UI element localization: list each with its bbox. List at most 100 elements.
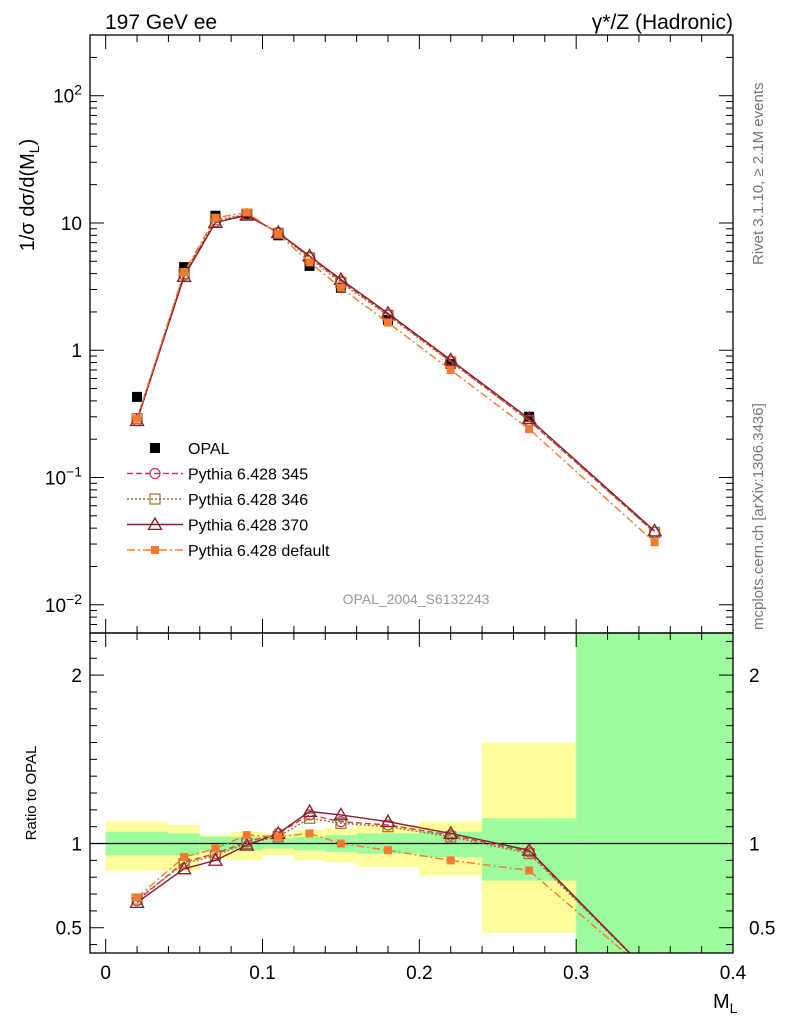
legend-marker: [149, 467, 161, 480]
legend-item-0: OPAL: [150, 441, 230, 458]
legend-label: Pythia 6.428 345: [188, 467, 308, 484]
legend-label: Pythia 6.428 370: [188, 518, 308, 535]
ratio-point: [129, 894, 145, 908]
main-ytick-label: 10−2: [45, 591, 82, 617]
legend-marker: [150, 443, 160, 453]
legend-item-1: Pythia 6.428 345: [127, 467, 308, 484]
main-panel: 10−2 10−1 1 10 102: [45, 34, 734, 634]
main-series-line: [136, 214, 656, 532]
band-green: [576, 633, 733, 953]
legend-label: OPAL: [188, 441, 230, 458]
main-point: [242, 208, 251, 217]
ratio-series-2: [129, 803, 631, 953]
main-point: [305, 258, 314, 267]
ratio-xtick-label: 0: [100, 963, 111, 984]
watermark: OPAL_2004_S6132243: [343, 591, 490, 607]
ratio-point: [333, 807, 349, 821]
main-point: [274, 229, 283, 238]
band-green: [419, 831, 483, 857]
legend-item-3: Pythia 6.428 370: [127, 516, 308, 535]
ratio-series-line: [136, 832, 627, 953]
legend-label: Pythia 6.428 default: [188, 543, 330, 560]
rivet-label: Rivet 3.1.10, ≥ 2.1M events: [750, 83, 767, 266]
main-point: [524, 411, 535, 422]
legend: OPAL Pythia 6.428 345 Pythia 6.428 346 Pyth…: [127, 441, 330, 560]
header-left-label: 197 GeV ee: [105, 11, 217, 34]
main-ylabel: 1/σ dσ/d(ML): [17, 139, 42, 252]
main-ytick-label: 10−1: [45, 464, 82, 490]
main-point: [443, 352, 459, 366]
ratio-ytick-label-left: 2: [71, 666, 82, 687]
ratio-ylabel: Ratio to OPAL: [23, 746, 40, 841]
legend-item-4: Pythia 6.428 default: [127, 543, 330, 560]
ratio-series-line: [136, 810, 631, 953]
main-point: [132, 391, 143, 402]
main-point: [650, 538, 659, 547]
ratio-point: [207, 852, 224, 866]
ratio-point: [301, 803, 318, 818]
ratio-point: [133, 893, 142, 902]
main-series-4: [133, 208, 659, 547]
main-point: [133, 414, 142, 423]
ratio-point: [176, 860, 192, 875]
ratio-ytick-label-left: 0.5: [56, 919, 82, 940]
header-right-label: γ*/Z (Hadronic): [592, 11, 733, 34]
ratio-frame: [89, 632, 734, 954]
main-point: [445, 358, 456, 369]
ratio-series-line: [136, 817, 631, 953]
main-point: [521, 410, 537, 425]
main-series-0: [132, 210, 535, 422]
main-series-1: [131, 209, 661, 539]
ratio-panel: 0.5 0.5 1 1 2 2 0 0.1 0.2 0.3 0.4: [56, 633, 775, 984]
main-point: [646, 523, 663, 537]
main-ytick-label: 10: [61, 214, 82, 235]
main-point: [446, 365, 455, 374]
ratio-point: [180, 853, 189, 861]
ratio-series-3: [133, 829, 627, 953]
main-point: [180, 268, 189, 277]
ratio-point: [521, 842, 537, 856]
main-frame: [89, 34, 734, 634]
ratio-xtick-label: 0.1: [249, 963, 275, 984]
ratio-point: [383, 846, 392, 855]
ratio-point: [443, 825, 459, 839]
ratio-xtick-label: 0.3: [563, 963, 589, 984]
main-point: [525, 425, 534, 434]
ratio-series-line: [136, 814, 631, 953]
main-series-line: [136, 213, 656, 533]
legend-marker: [147, 516, 163, 531]
main-ytick-label: 1: [71, 341, 82, 362]
ratio-xtick-label: 0.2: [406, 963, 432, 984]
legend-marker: [149, 493, 161, 505]
main-series-3: [129, 207, 663, 537]
main-ytick-label: 102: [53, 82, 82, 108]
ratio-point: [274, 832, 283, 841]
main-point: [336, 283, 345, 292]
main-series-2: [131, 208, 661, 539]
ratio-point: [525, 866, 534, 875]
main-point: [383, 318, 392, 327]
ratio-point: [239, 837, 255, 851]
main-series-line: [136, 214, 656, 533]
ratio-point: [335, 817, 347, 829]
ratio-point: [380, 813, 396, 828]
ratio-point: [336, 839, 345, 848]
legend-label: Pythia 6.428 346: [188, 492, 308, 509]
band-green: [168, 833, 200, 856]
ratio-point: [446, 856, 455, 865]
main-point: [211, 213, 220, 222]
ratio-point: [303, 812, 316, 824]
ratio-ytick-label-right: 0.5: [749, 919, 775, 940]
xlabel: ML: [713, 991, 738, 1016]
main-point: [380, 305, 396, 319]
ratio-ytick-label-right: 2: [749, 666, 760, 687]
ratio-bands: [105, 633, 733, 953]
ratio-xtick-label: 0.4: [720, 963, 747, 984]
ratio-point: [305, 829, 314, 838]
ratio-point: [211, 844, 220, 853]
mcplots-label: mcplots.cern.ch [arXiv:1306.3436]: [750, 403, 767, 630]
main-point: [179, 262, 190, 273]
legend-marker: [151, 546, 159, 554]
main-series-line: [136, 211, 656, 543]
